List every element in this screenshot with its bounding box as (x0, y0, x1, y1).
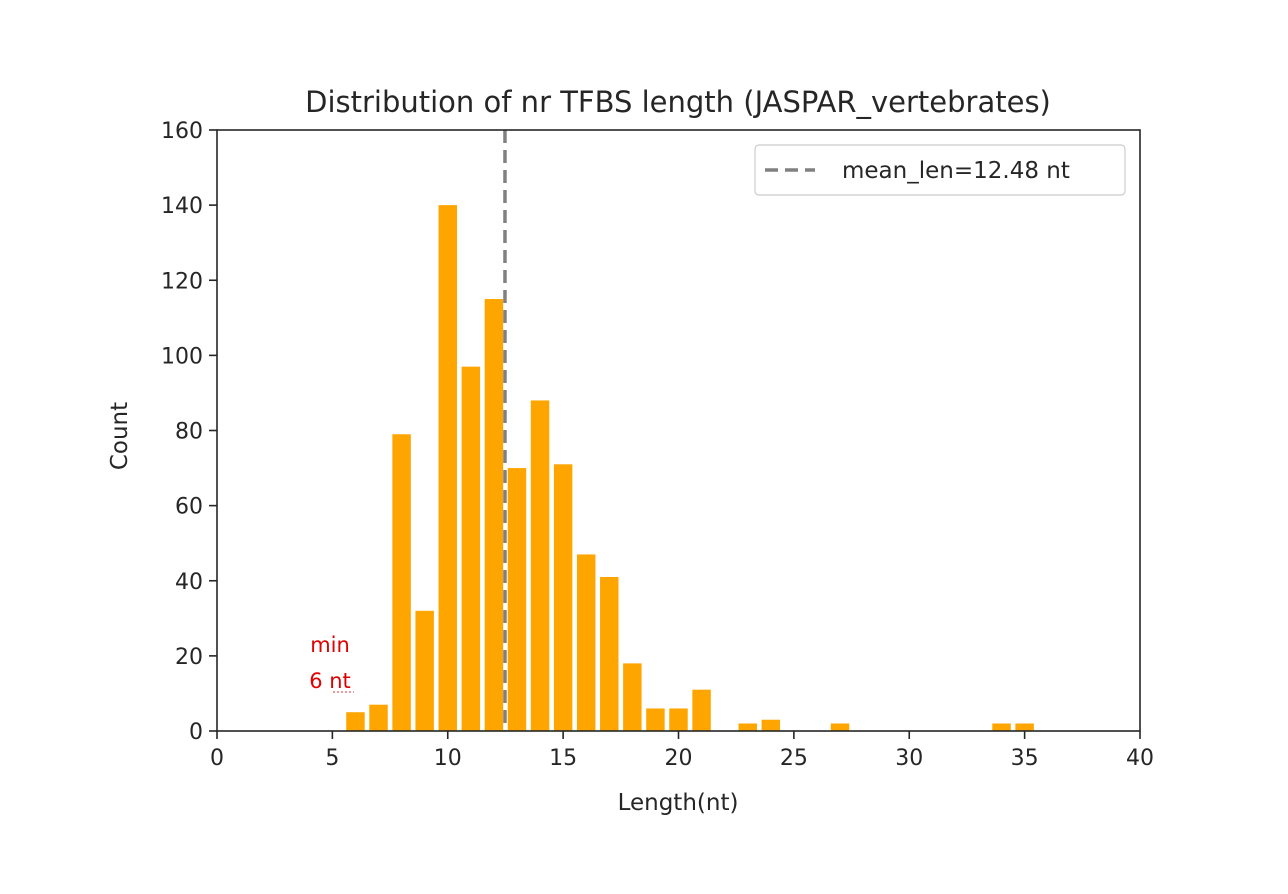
legend: mean_len=12.48 nt (754, 144, 1126, 196)
histogram-bar (992, 723, 1011, 731)
histogram-bar (669, 708, 688, 731)
y-tick-label: 0 (189, 720, 203, 745)
histogram-bar (484, 299, 504, 731)
x-tick-label: 20 (665, 746, 693, 771)
annotation-min-label: min (310, 633, 350, 657)
x-tick-label: 0 (210, 746, 224, 771)
histogram-bar (600, 576, 619, 731)
histogram-bar (576, 554, 596, 731)
histogram-bar (438, 205, 457, 731)
legend-box (754, 144, 1126, 196)
x-axis: 0 5 10 15 20 25 30 35 40 (210, 731, 1154, 771)
min-annotation: min 6 nt (309, 633, 354, 693)
x-tick-label: 10 (434, 746, 462, 771)
x-tick-label: 5 (325, 746, 339, 771)
chart-title: Distribution of nr TFBS length (JASPAR_v… (305, 85, 1051, 119)
histogram-bar (369, 704, 388, 731)
histogram-bar (507, 468, 527, 731)
histogram-bar (623, 663, 642, 731)
y-axis: 0 20 40 60 80 100 120 140 160 (161, 119, 217, 745)
histogram-bar (738, 723, 757, 731)
x-tick-label: 35 (1011, 746, 1039, 771)
y-tick-label: 20 (175, 645, 203, 670)
y-tick-label: 100 (161, 344, 203, 369)
x-tick-label: 25 (780, 746, 808, 771)
histogram-bar (530, 400, 550, 731)
x-axis-label: Length(nt) (618, 790, 739, 816)
histogram-bar (346, 712, 365, 731)
histogram-bar (830, 723, 850, 731)
y-tick-label: 80 (175, 420, 203, 445)
y-tick-label: 40 (175, 570, 203, 595)
histogram-bar (415, 610, 434, 731)
y-tick-label: 120 (161, 269, 203, 294)
histogram-bar (646, 708, 665, 731)
y-tick-label: 60 (175, 495, 203, 520)
legend-entry-mean-len: mean_len=12.48 nt (842, 158, 1070, 184)
histogram-bar (1015, 723, 1034, 731)
x-tick-label: 40 (1126, 746, 1154, 771)
y-tick-label: 140 (161, 194, 203, 219)
bars-group (346, 205, 1034, 731)
x-tick-label: 30 (895, 746, 923, 771)
plot-frame (216, 129, 1141, 732)
y-axis-label: Count (107, 402, 133, 470)
histogram-bar (553, 464, 573, 731)
x-tick-label: 15 (549, 746, 577, 771)
histogram-bar (392, 434, 411, 731)
y-tick-label: 160 (161, 119, 203, 144)
annotation-min-value: 6 nt (309, 669, 351, 693)
histogram-bar (692, 689, 711, 731)
histogram-bar (761, 719, 781, 731)
histogram-bar (461, 366, 481, 731)
